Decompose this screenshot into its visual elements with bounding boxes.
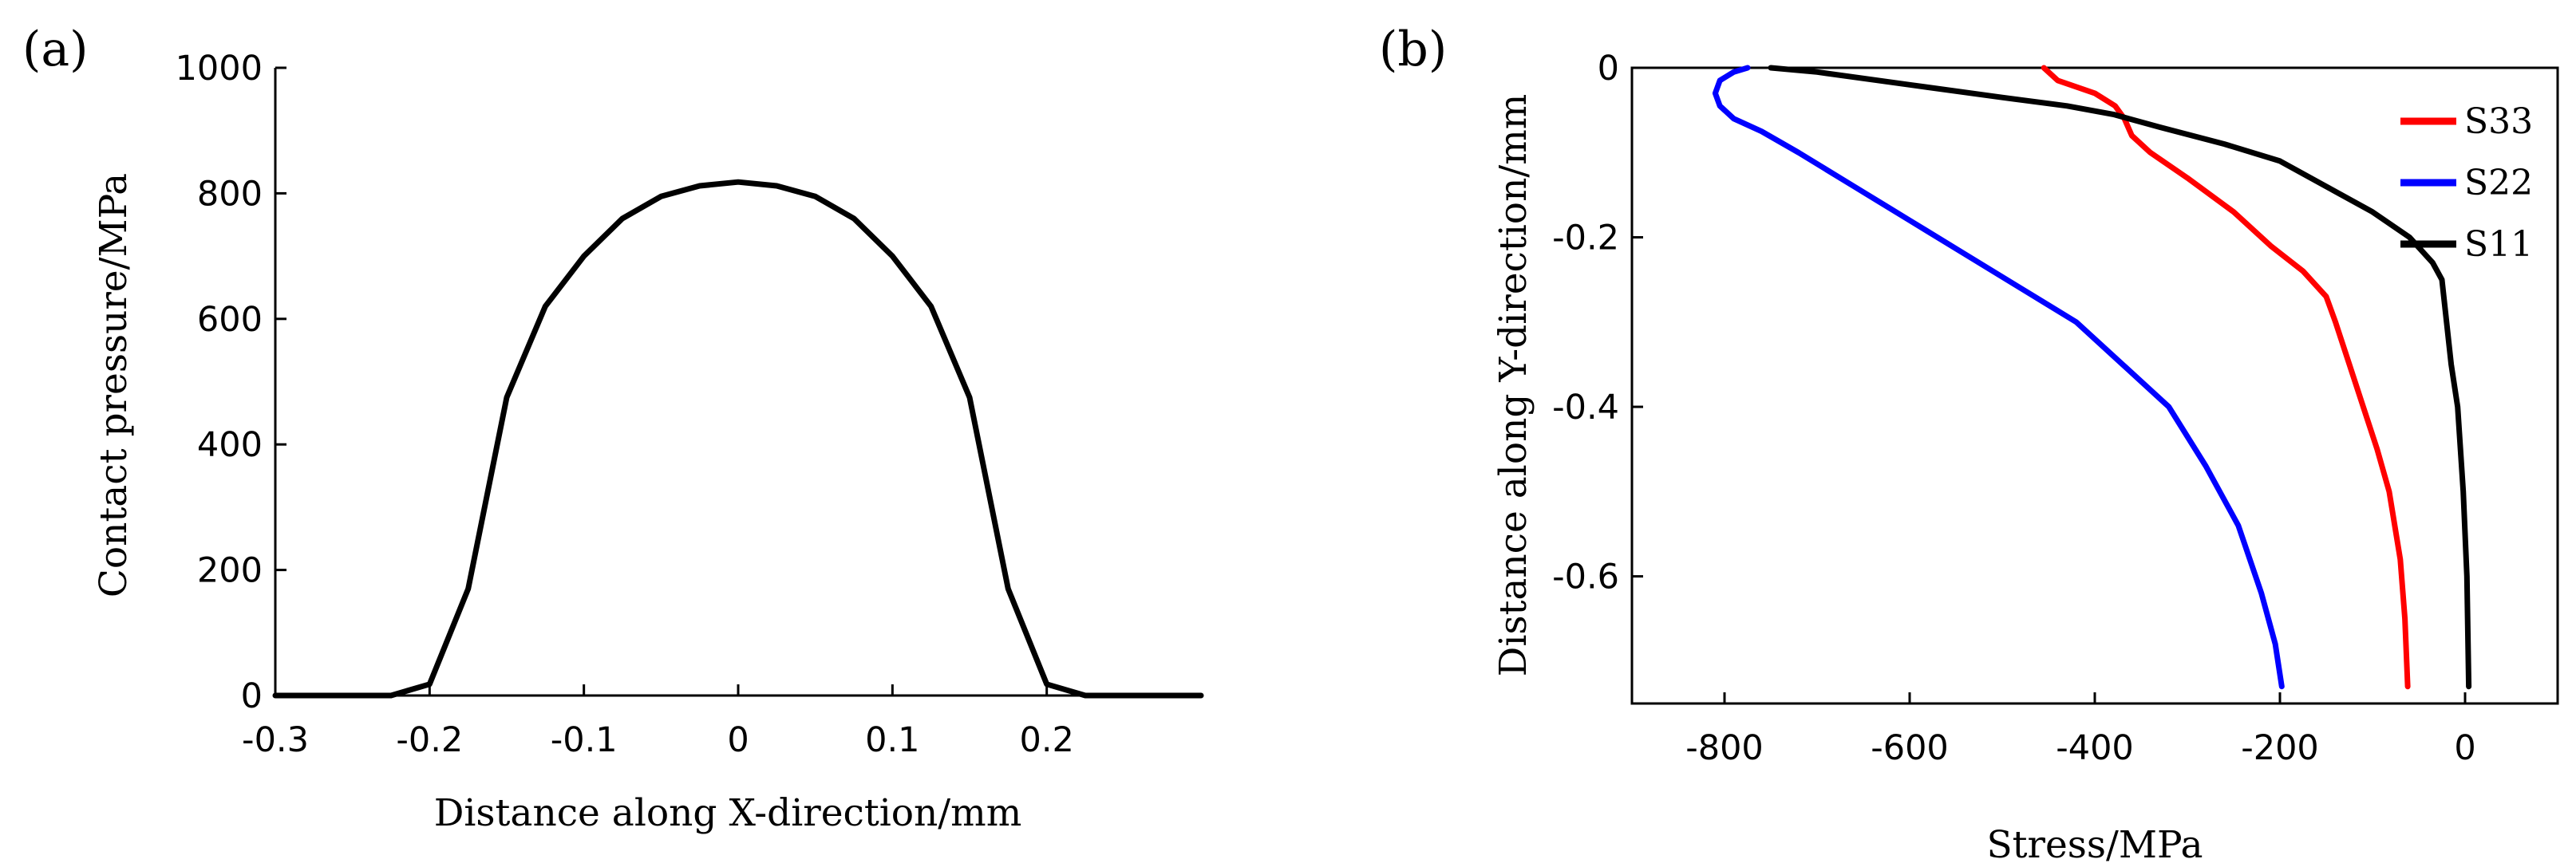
- panel-a-x-axis-label: Distance along X-direction/mm: [434, 791, 1022, 835]
- panel-b-plot-area: [1630, 66, 2559, 705]
- panel-a-y-ticks: 0 200 400 600 800 1000: [176, 49, 286, 716]
- panel-b-y-tick-label: 0: [1598, 49, 1619, 89]
- panel-b-x-ticks: -800 -600 -400 -200 0: [1685, 692, 2476, 768]
- panel-a-y-tick-label: 400: [197, 425, 263, 465]
- panel-b-legend: S33 S22 S11: [2400, 101, 2533, 265]
- legend-s11-label: S11: [2464, 224, 2533, 265]
- panel-a-y-tick-label: 0: [241, 676, 263, 716]
- panel-b-y-tick-label: -0.6: [1552, 558, 1619, 597]
- panel-b-s11-line: [1768, 65, 2472, 690]
- panel-b-label: (b): [1379, 22, 1447, 77]
- panel-a-y-axis-label: Contact pressure/MPa: [92, 173, 136, 597]
- panel-a-series: [272, 179, 1204, 699]
- panel-b-y-axis-label: Distance along Y-direction/mm: [1491, 94, 1535, 677]
- panel-b-x-tick-label: 0: [2454, 728, 2475, 768]
- panel-a-x-tick-label: 0.2: [1019, 720, 1073, 760]
- panel-a-x-tick-label: -0.2: [396, 720, 463, 760]
- panel-b-series: [1712, 65, 2472, 690]
- panel-b-y-tick-label: -0.2: [1552, 219, 1619, 258]
- panel-a-x-tick-label: -0.3: [242, 720, 309, 760]
- legend-s33-label: S33: [2464, 101, 2533, 142]
- panel-a-y-tick-label: 800: [197, 174, 263, 214]
- panel-a-x-tick-label: 0.1: [865, 720, 919, 760]
- panel-b-s22-line: [1712, 65, 2285, 690]
- panel-a: (a) -0.3 -0.2 -0.1 0 0.1 0.2 0 200 400 600 800 100…: [22, 22, 1204, 835]
- panel-b-x-tick-label: -400: [2056, 728, 2134, 768]
- panel-a-y-tick-label: 1000: [176, 49, 263, 89]
- panel-b-axes-box: [1630, 66, 2559, 705]
- panel-a-x-tick-label: 0: [727, 720, 749, 760]
- panel-b-x-tick-label: -600: [1871, 728, 1949, 768]
- panel-b-y-ticks: 0 -0.2 -0.4 -0.6: [1552, 49, 1643, 597]
- panel-a-contact-pressure-line: [272, 179, 1204, 699]
- panel-a-y-tick-label: 600: [197, 300, 263, 340]
- panel-a-x-tick-label: -0.1: [551, 720, 618, 760]
- panel-b-x-axis-label: Stress/MPa: [1986, 823, 2203, 867]
- panel-b-x-tick-label: -200: [2241, 728, 2319, 768]
- panel-a-label: (a): [22, 22, 89, 77]
- panel-b: (b) -800 -600 -400 -200 0 0-0.2-0.4-0.6 S33S…: [1379, 22, 2559, 867]
- legend-s22-label: S22: [2464, 163, 2533, 203]
- panel-a-y-tick-label: 200: [197, 551, 263, 591]
- panel-a-plot-area: [274, 68, 1201, 697]
- panel-b-s33-line: [2041, 65, 2411, 690]
- panel-b-x-tick-label: -800: [1685, 728, 1764, 768]
- panel-b-y-tick-label: -0.4: [1552, 388, 1619, 428]
